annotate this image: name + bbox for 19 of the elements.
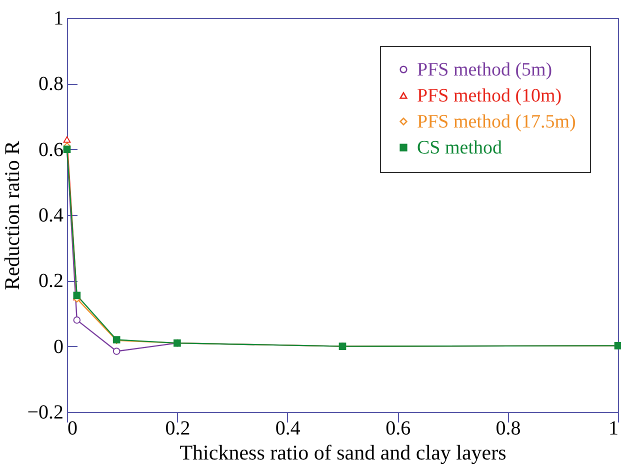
y-tick-label: 0.4: [38, 204, 64, 226]
x-tick-label: 1: [608, 418, 618, 440]
x-tick-label: 0.2: [165, 418, 190, 440]
y-tick-label: 0.8: [38, 73, 64, 96]
y-tick-label: 1: [54, 8, 64, 30]
y-tick-label: −0.2: [27, 402, 64, 424]
legend-label: PFS method (17.5m): [417, 112, 576, 132]
x-tick-label: 0: [68, 418, 78, 440]
x-tick-label: 0.8: [496, 418, 521, 440]
y-tick-label: 0: [54, 336, 64, 358]
x-tick-label: 0.4: [275, 418, 300, 440]
x-tick-label: 0.6: [386, 418, 411, 440]
y-tick-label: 0.2: [38, 270, 64, 292]
y-tick-label: 0.6: [38, 138, 64, 161]
legend-label: PFS method (10m): [417, 86, 562, 106]
x-axis-title: Thickness ratio of sand and clay layers: [180, 440, 506, 464]
y-axis-title: Reduction ratio R: [0, 140, 24, 290]
legend-label: PFS method (5m): [417, 60, 552, 80]
legend-label: CS method: [417, 138, 502, 158]
